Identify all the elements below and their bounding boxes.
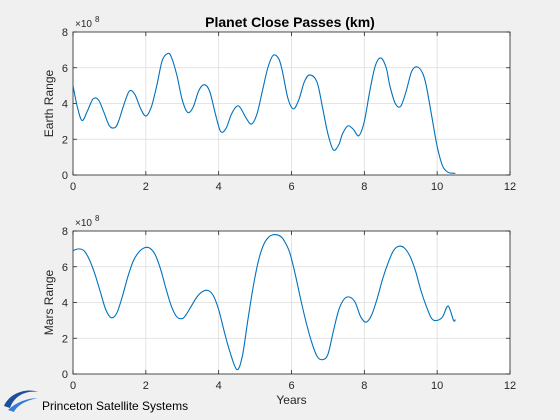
- earth-range-xtick-label: 10: [431, 181, 443, 193]
- earth-range-ytick-label: 2: [62, 134, 68, 146]
- mars-range-xtick-label: 8: [361, 380, 367, 392]
- mars-range-exponent-label: ×10: [75, 218, 92, 229]
- earth-range-ylabel: Earth Range: [42, 69, 56, 137]
- earth-range-xtick-label: 8: [361, 181, 367, 193]
- earth-range-exponent-label: ×10: [75, 19, 92, 30]
- earth-range-ytick-label: 8: [62, 27, 68, 39]
- earth-range-xtick-label: 6: [288, 181, 294, 193]
- swoosh-logo-icon: [4, 390, 38, 412]
- earth-range-xtick-label: 4: [216, 181, 222, 193]
- mars-range-ytick-label: 8: [62, 226, 68, 238]
- mars-range-ytick-label: 2: [62, 333, 68, 345]
- branding: Princeton Satellite Systems: [2, 384, 188, 414]
- mars-range-xtick-label: 6: [288, 380, 294, 392]
- mars-range-xtick-label: 4: [216, 380, 222, 392]
- mars-range-ylabel: Mars Range: [42, 270, 56, 336]
- mars-range-xlabel: Years: [276, 393, 306, 407]
- mars-range-ytick-label: 0: [62, 369, 68, 381]
- figure-title: Planet Close Passes (km): [205, 14, 375, 30]
- earth-range-exponent-power: 8: [95, 15, 100, 24]
- mars-range-xtick-label: 2: [143, 380, 149, 392]
- earth-range-ytick-label: 0: [62, 170, 68, 182]
- earth-range-xtick-label: 0: [70, 181, 76, 193]
- branding-text: Princeton Satellite Systems: [42, 399, 189, 413]
- earth-range-xtick-label: 12: [504, 181, 516, 193]
- mars-range-exponent-power: 8: [95, 214, 100, 223]
- mars-range-ytick-label: 6: [62, 262, 68, 274]
- mars-range-series-line: [72, 234, 456, 371]
- mars-range-xtick-label: 12: [504, 380, 516, 392]
- mars-range-ytick-label: 4: [62, 298, 68, 310]
- earth-range-series-line: [72, 52, 456, 174]
- earth-range-xtick-label: 2: [143, 181, 149, 193]
- earth-range-ytick-label: 6: [62, 63, 68, 75]
- mars-range-xtick-label: 10: [431, 380, 443, 392]
- earth-range-ytick-label: 4: [62, 99, 68, 111]
- mars-range-xtick-label: 0: [70, 380, 76, 392]
